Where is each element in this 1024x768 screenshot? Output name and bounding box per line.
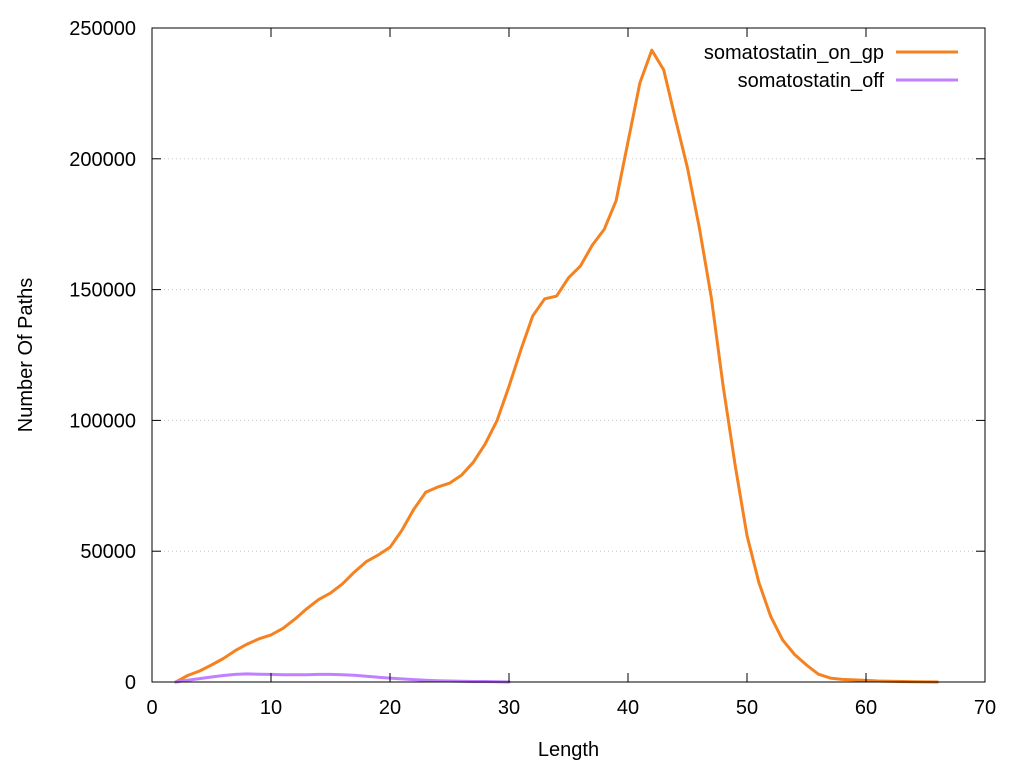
legend-label: somatostatin_on_gp <box>704 42 884 64</box>
y-tick-label: 250000 <box>69 18 136 40</box>
x-tick-label: 0 <box>146 697 157 719</box>
axis-ticks: 0 50000 100000 150000 200000 250000 0 10 20 30 40 5… <box>69 18 996 719</box>
x-tick-label: 30 <box>498 697 520 719</box>
x-tick-label: 60 <box>855 697 877 719</box>
legend: somatostatin_on_gp somatostatin_off <box>704 42 958 92</box>
legend-label: somatostatin_off <box>738 70 885 92</box>
series-lines <box>174 48 939 684</box>
y-tick-label: 0 <box>125 672 136 694</box>
y-tick-label: 200000 <box>69 149 136 171</box>
x-tick-label: 50 <box>736 697 758 719</box>
x-tick-label: 20 <box>379 697 401 719</box>
plot-frame <box>151 27 986 683</box>
x-tick-label: 10 <box>260 697 282 719</box>
x-tick-label: 40 <box>617 697 639 719</box>
y-tick-label: 100000 <box>69 410 136 432</box>
grid <box>152 158 985 552</box>
y-tick-label: 50000 <box>80 541 136 563</box>
series-line-somatostatin_on_gp <box>174 48 939 684</box>
y-axis-title: Number Of Paths <box>15 278 37 433</box>
x-tick-label: 70 <box>974 697 996 719</box>
x-axis-title: Length <box>538 739 599 761</box>
series-line-somatostatin_off <box>174 672 511 684</box>
y-tick-label: 150000 <box>69 280 136 302</box>
